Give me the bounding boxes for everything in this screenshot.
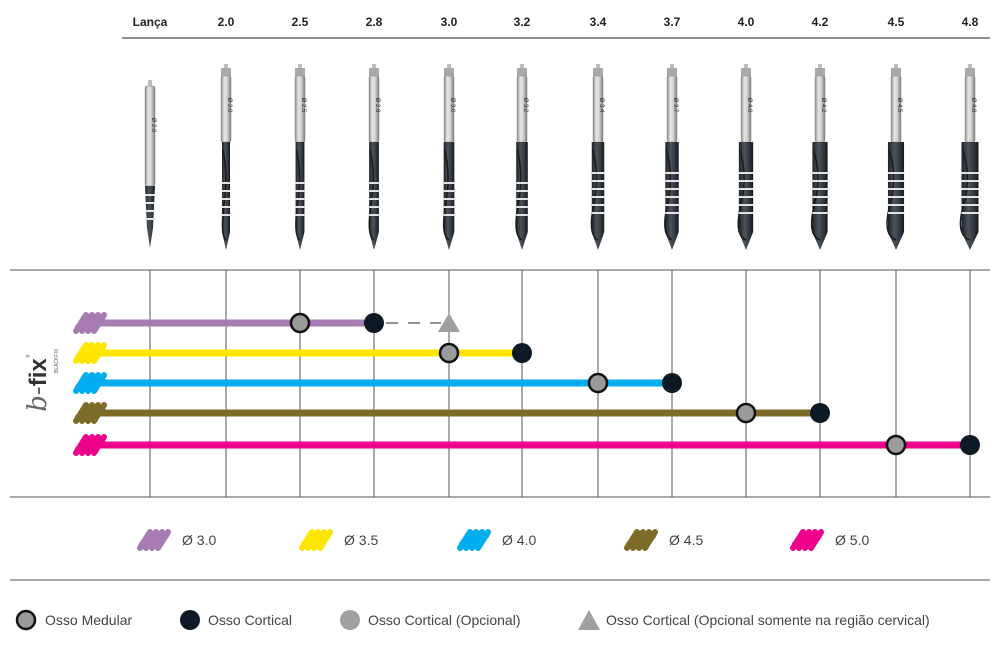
drill-marking: Ø 3.7 [672, 98, 678, 113]
column-header: 3.7 [664, 15, 681, 29]
medular-marker [885, 434, 907, 456]
column-header: 4.5 [888, 15, 905, 29]
implant-legend-item: Ø 5.0 [790, 529, 869, 551]
drill-marking: Ø 4.0 [746, 98, 752, 113]
implant-stroke-icon [73, 312, 107, 334]
medular-marker [289, 312, 311, 334]
implant-legend-item: Ø 3.5 [299, 529, 378, 551]
implant-legend-label: Ø 3.0 [182, 532, 216, 548]
drill-marking: Ø 4.5 [896, 98, 902, 113]
medular-marker [587, 372, 609, 394]
drill-sequence [73, 434, 980, 456]
column-headers: Lança 2.0 2.5 2.8 3.0 3.2 3.4 3.7 4.0 4.2 4.5 4.8 [133, 15, 979, 29]
implant-legend-item: Ø 4.5 [624, 529, 703, 551]
implant-legend-item: Ø 3.0 [137, 529, 216, 551]
osso-cortical-label: Osso Cortical [208, 612, 292, 628]
osso-medular-label: Osso Medular [45, 612, 132, 628]
osso-cortical-opcional-label: Osso Cortical (Opcional) [368, 612, 521, 628]
drill-sequence [73, 342, 532, 364]
brand-prefix: b- [23, 386, 53, 411]
cortical-marker [960, 435, 980, 455]
cortical-marker [364, 313, 384, 333]
drill-marking: Ø 2.8 [374, 98, 380, 113]
implant-legend-icon [457, 529, 491, 551]
drill-marking: Ø 3.4 [598, 98, 604, 113]
implant-legend-label: Ø 5.0 [835, 532, 869, 548]
osso-medular-marker [15, 609, 37, 631]
column-header: 3.0 [441, 15, 458, 29]
drill-marking: Ø 2.5 [300, 98, 306, 113]
column-header: 3.2 [514, 15, 531, 29]
drill-sequences [73, 312, 980, 456]
implant-legend-label: Ø 3.5 [344, 532, 378, 548]
drill-image: Ø 4.5 [886, 64, 905, 250]
implant-stroke-icon [73, 402, 107, 424]
brand-registered: ® [25, 354, 32, 358]
osso-cortical-opcional-marker [340, 610, 360, 630]
column-header: 2.8 [366, 15, 383, 29]
column-header: 3.4 [590, 15, 607, 29]
drill-marking: Ø 3.2 [522, 98, 528, 113]
implant-legend: Ø 3.0 Ø 3.5 Ø 4.0 Ø 4.5 Ø 5.0 [137, 529, 869, 551]
drill-image: Ø 3.4 [590, 64, 605, 250]
drill-image: Ø 2.0 [144, 80, 156, 248]
implant-stroke-icon [73, 372, 107, 394]
marker-legend: Osso Medular Osso Cortical Osso Cortical… [15, 609, 930, 631]
implant-legend-label: Ø 4.5 [669, 532, 703, 548]
column-header: 4.2 [812, 15, 829, 29]
implant-legend-label: Ø 4.0 [502, 532, 536, 548]
medular-marker [735, 402, 757, 424]
osso-cortical-marker [180, 610, 200, 630]
implant-legend-item: Ø 4.0 [457, 529, 536, 551]
implant-legend-icon [790, 529, 824, 551]
implant-stroke-icon [73, 342, 107, 364]
cortical-marker [662, 373, 682, 393]
drill-sequence [73, 402, 830, 424]
drill-marking: Ø 4.8 [970, 98, 976, 113]
osso-cortical-cervical-label: Osso Cortical (Opcional somente na regiã… [606, 612, 930, 628]
drill-image: Ø 3.7 [664, 64, 679, 250]
column-header: 4.0 [738, 15, 755, 29]
drill-marking: Ø 3.0 [449, 98, 455, 113]
drill-marking: Ø 4.2 [820, 98, 826, 113]
osso-cortical-cervical-marker [578, 610, 600, 630]
drill-image: Ø 2.5 [294, 64, 306, 250]
implant-legend-icon [137, 529, 171, 551]
column-header: 2.5 [292, 15, 309, 29]
drill-image: Ø 3.0 [442, 64, 455, 250]
brand-logo: b-fix ® BLACKFIX [23, 348, 60, 412]
implant-stroke-icon [73, 434, 107, 456]
column-header: 2.0 [218, 15, 235, 29]
drill-image: Ø 4.0 [737, 64, 754, 250]
column-header: Lança [133, 15, 168, 29]
drill-sequence [73, 312, 460, 334]
implant-legend-icon [299, 529, 333, 551]
drill-sequence [73, 372, 682, 394]
cervical-optional-marker [438, 313, 460, 332]
drill-image: Ø 4.2 [810, 64, 828, 250]
implant-legend-icon [624, 529, 658, 551]
brand-name: fix [25, 358, 52, 387]
svg-text:b-fix: b-fix [23, 358, 53, 412]
cortical-marker [810, 403, 830, 423]
drill-marking: Ø 2.0 [226, 98, 232, 113]
drill-image: Ø 2.0 [220, 64, 232, 250]
cortical-marker [512, 343, 532, 363]
drill-marking: Ø 2.0 [150, 118, 156, 133]
column-header: 4.8 [962, 15, 979, 29]
drill-image: Ø 2.8 [368, 64, 380, 250]
drill-image: Ø 3.2 [515, 64, 528, 250]
drill-images: Ø 2.0 Ø 2.0 Ø 2.5 Ø 2.8 Ø 3.0 Ø 3.2 Ø 3.4 Ø 3.7… [144, 64, 979, 250]
medular-marker [438, 342, 460, 364]
brand-sub: BLACKFIX [54, 348, 60, 373]
drill-image: Ø 4.8 [959, 64, 979, 250]
